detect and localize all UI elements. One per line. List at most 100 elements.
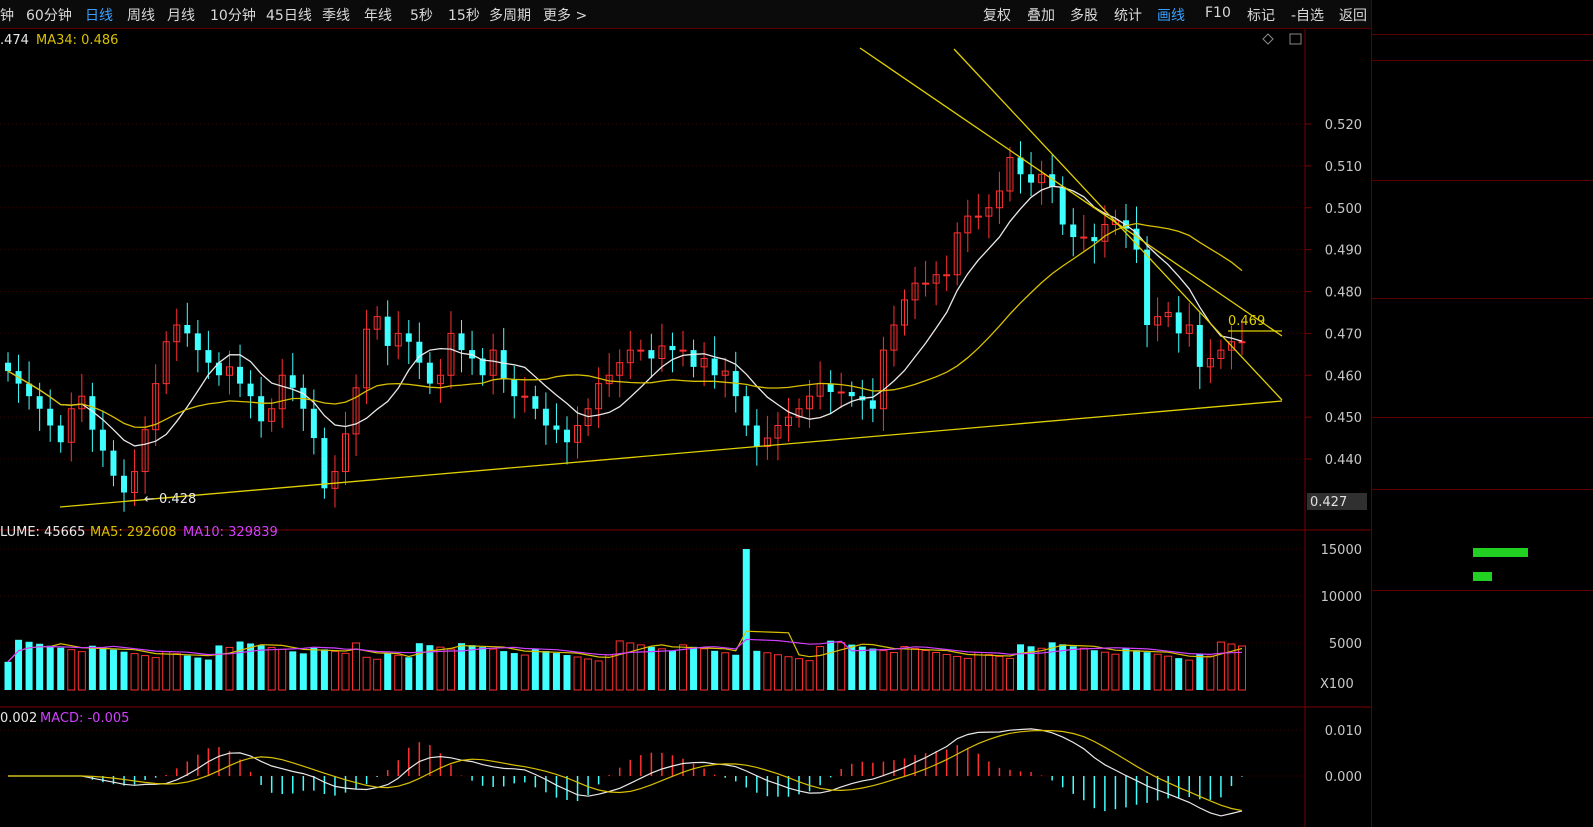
candle-body xyxy=(436,374,444,385)
volume-bar xyxy=(299,653,307,690)
volume-bar xyxy=(1143,652,1151,690)
tool-button-5[interactable]: F10 xyxy=(1205,5,1231,21)
tool-button-6[interactable]: 标记 xyxy=(1247,8,1275,24)
candle-body xyxy=(1217,349,1225,359)
resistance-trendline-steep xyxy=(953,48,1283,401)
tool-button-2[interactable]: 多股 xyxy=(1070,8,1098,24)
tool-button-7[interactable]: -自选 xyxy=(1291,8,1325,24)
candle-body xyxy=(36,396,43,409)
candle-body xyxy=(152,383,160,431)
candle-body xyxy=(584,408,592,426)
period-tab-11[interactable]: 多周期 xyxy=(489,8,531,24)
volume-bar xyxy=(626,642,635,691)
volume-bar xyxy=(46,645,54,690)
volume-bar xyxy=(647,646,655,690)
candle-body xyxy=(669,345,676,351)
separator xyxy=(1372,180,1593,181)
macd-legend: MACD: -0.005 xyxy=(40,711,129,726)
period-tab-0[interactable]: 钟 xyxy=(0,8,14,24)
volume-bar xyxy=(773,654,782,691)
volume-bar xyxy=(1238,645,1246,691)
volume-bar xyxy=(869,648,877,690)
period-tab-2[interactable]: 日线 xyxy=(85,8,113,24)
period-tab-5[interactable]: 10分钟 xyxy=(210,8,256,24)
candle-body xyxy=(258,396,265,422)
candle-body xyxy=(658,345,666,359)
candle-body xyxy=(943,274,951,277)
tool-button-1[interactable]: 叠加 xyxy=(1027,8,1055,24)
volume-bar xyxy=(1196,654,1204,690)
flow-bar xyxy=(1473,548,1528,557)
ma-white-line xyxy=(7,185,1243,447)
period-tab-7[interactable]: 季线 xyxy=(322,8,350,24)
volume-bar xyxy=(531,649,539,690)
candle-body xyxy=(985,207,993,217)
candle-body xyxy=(1059,186,1066,225)
volume-bar xyxy=(848,644,856,690)
flow-bar xyxy=(1473,572,1492,581)
tool-button-8[interactable]: 返回 xyxy=(1339,8,1367,24)
volume-bar xyxy=(204,659,212,690)
period-tab-9[interactable]: 5秒 xyxy=(410,8,433,24)
tool-button-3[interactable]: 统计 xyxy=(1114,8,1142,24)
volume-bar xyxy=(1059,644,1067,690)
tool-button-4[interactable]: 画线 xyxy=(1157,8,1185,24)
candle-body xyxy=(215,362,222,376)
tick-row xyxy=(1372,592,1593,614)
volume-bar xyxy=(15,639,23,690)
candle-body xyxy=(890,324,898,351)
candle-body xyxy=(57,425,64,443)
period-tab-6[interactable]: 45日线 xyxy=(266,8,312,24)
volume-bar xyxy=(563,655,571,690)
period-tab-12[interactable]: 更多 > xyxy=(543,8,588,24)
volume-bar xyxy=(784,656,793,691)
volume-bar xyxy=(668,650,676,690)
volume-bar xyxy=(510,653,518,690)
volume-bar xyxy=(99,647,107,690)
candle-body xyxy=(542,408,549,426)
candle-body xyxy=(1185,324,1193,334)
tick-row xyxy=(1372,637,1593,659)
volume-bar xyxy=(963,657,972,691)
volume-bar xyxy=(1206,655,1215,691)
bid-row xyxy=(1372,181,1593,205)
candle-body xyxy=(511,379,518,397)
volume-bar xyxy=(57,647,65,690)
candle-body xyxy=(837,391,845,394)
candle-body xyxy=(784,416,792,426)
tick-row xyxy=(1372,793,1593,815)
bid-row xyxy=(1372,275,1593,299)
candle-body xyxy=(131,471,139,493)
volume-bar xyxy=(858,646,866,690)
period-tab-4[interactable]: 月线 xyxy=(167,8,195,24)
price-min-box xyxy=(1307,493,1367,510)
candle-body xyxy=(774,425,782,439)
candle-body xyxy=(247,383,254,397)
period-tab-1[interactable]: 60分钟 xyxy=(26,8,72,24)
volume-ma10-line xyxy=(7,638,1243,663)
period-tab-3[interactable]: 周线 xyxy=(127,8,155,24)
tool-button-0[interactable]: 复权 xyxy=(983,8,1011,24)
period-tab-8[interactable]: 年线 xyxy=(364,8,392,24)
volume-bar xyxy=(67,649,76,691)
volume-bar xyxy=(446,648,455,691)
period-tab-10[interactable]: 15秒 xyxy=(448,8,480,24)
stat-row xyxy=(1372,323,1593,347)
volume-bar xyxy=(795,658,804,691)
low-price-annotation: ← 0.428 xyxy=(144,492,196,507)
volume-bar xyxy=(500,651,508,690)
volume-bar xyxy=(932,651,941,691)
candle-body xyxy=(1080,236,1088,239)
candle-body xyxy=(763,437,771,447)
volume-bar xyxy=(267,646,276,691)
volume-bar xyxy=(837,642,846,691)
kline-chart[interactable]: 0.520 0.510 0.500 0.490 0.480 0.470 0.460 0.450… xyxy=(0,29,1371,827)
volume-bar xyxy=(657,648,666,691)
volume-bar xyxy=(215,645,223,690)
candle-body xyxy=(637,349,645,352)
volume-bar xyxy=(700,648,709,691)
volume-bar xyxy=(984,653,993,691)
candle-body xyxy=(1238,341,1246,344)
volume-bar xyxy=(373,658,382,691)
volume-bar xyxy=(1216,641,1225,691)
